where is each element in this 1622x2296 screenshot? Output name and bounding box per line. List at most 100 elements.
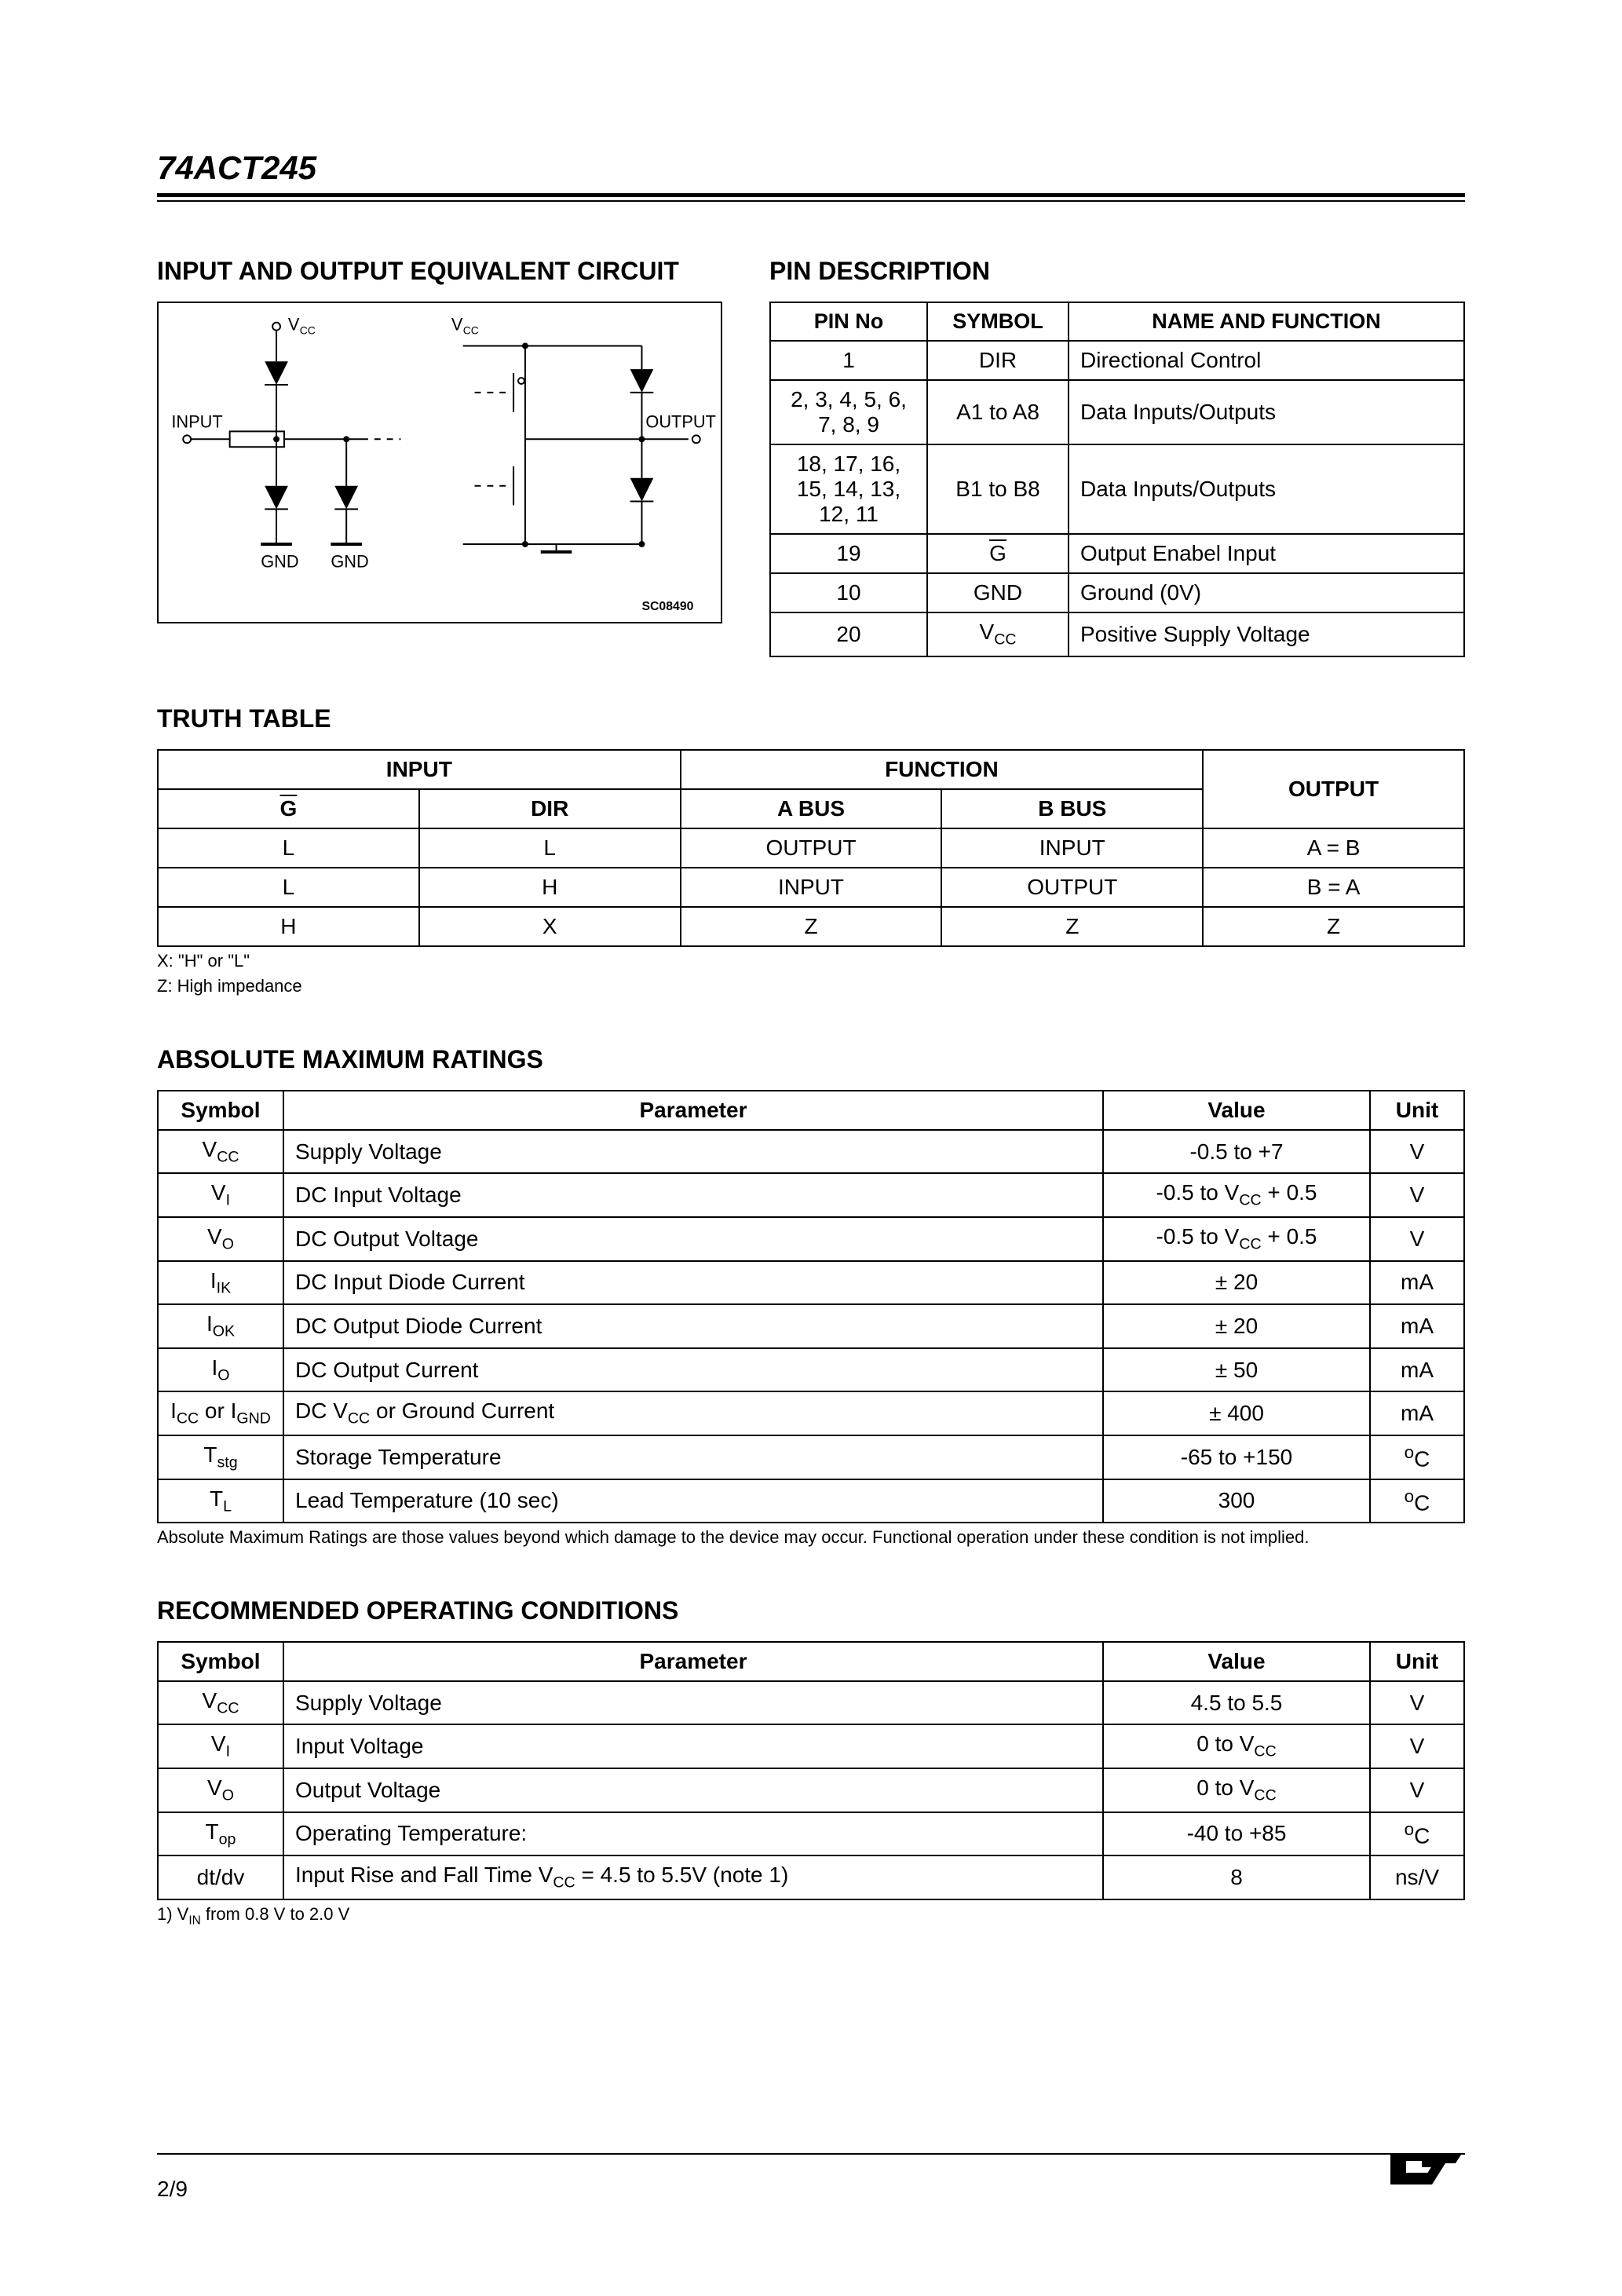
amr-value-cell: -0.5 to +7 [1103, 1130, 1370, 1174]
table-row: dt/dvInput Rise and Fall Time VCC = 4.5 … [158, 1855, 1464, 1899]
func-cell: Ground (0V) [1069, 573, 1464, 612]
table-row: VOOutput Voltage0 to VCCV [158, 1768, 1464, 1812]
roc-symbol-cell: VO [158, 1768, 283, 1812]
amr-param-cell: DC Output Current [283, 1348, 1103, 1392]
amr-value-cell: -0.5 to VCC + 0.5 [1103, 1217, 1370, 1261]
symbol-cell: GND [927, 573, 1069, 612]
table-row: VIDC Input Voltage-0.5 to VCC + 0.5V [158, 1173, 1464, 1217]
pin-column: PIN DESCRIPTION PIN No SYMBOL NAME AND F… [769, 257, 1465, 657]
circuit-gnd1-label: GND [261, 552, 298, 572]
pin-cell: 10 [770, 573, 927, 612]
symbol-cell: DIR [927, 341, 1069, 380]
amr-symbol-cell: IIK [158, 1261, 283, 1305]
amr-unit-cell: mA [1370, 1348, 1464, 1392]
roc-value-cell: 0 to VCC [1103, 1724, 1370, 1768]
truth-header-input: INPUT [158, 750, 681, 789]
roc-value-cell: 0 to VCC [1103, 1768, 1370, 1812]
roc-param-cell: Output Voltage [283, 1768, 1103, 1812]
truth-subheader-bbus: B BUS [941, 789, 1203, 828]
page: 74ACT245 INPUT AND OUTPUT EQUIVALENT CIR… [0, 0, 1622, 2296]
truth-cell: Z [681, 907, 942, 946]
roc-param-cell: Operating Temperature: [283, 1812, 1103, 1856]
truth-header-output: OUTPUT [1203, 750, 1464, 828]
circuit-code: SC08490 [641, 600, 693, 613]
amr-symbol-cell: TL [158, 1479, 283, 1523]
page-number: 2/9 [157, 2177, 188, 2202]
pin-cell: 18, 17, 16, 15, 14, 13, 12, 11 [770, 444, 927, 534]
amr-value-cell: 300 [1103, 1479, 1370, 1523]
table-row: 1DIRDirectional Control [770, 341, 1464, 380]
header-rules [157, 193, 1465, 202]
table-row: IODC Output Current± 50mA [158, 1348, 1464, 1392]
amr-value-cell: ± 20 [1103, 1261, 1370, 1305]
amr-header-value: Value [1103, 1091, 1370, 1130]
pin-description-table: PIN No SYMBOL NAME AND FUNCTION 1DIRDire… [769, 302, 1465, 657]
pin-title: PIN DESCRIPTION [769, 257, 1465, 286]
table-row: 10GNDGround (0V) [770, 573, 1464, 612]
table-row: ICC or IGNDDC VCC or Ground Current± 400… [158, 1391, 1464, 1435]
svg-text:CC: CC [463, 324, 479, 337]
table-row: TLLead Temperature (10 sec)300oC [158, 1479, 1464, 1523]
amr-param-cell: DC Output Diode Current [283, 1304, 1103, 1348]
roc-value-cell: 4.5 to 5.5 [1103, 1681, 1370, 1725]
amr-param-cell: Storage Temperature [283, 1435, 1103, 1479]
symbol-cell: VCC [927, 612, 1069, 656]
amr-note: Absolute Maximum Ratings are those value… [157, 1526, 1465, 1549]
table-row: TstgStorage Temperature-65 to +150oC [158, 1435, 1464, 1479]
amr-table: Symbol Parameter Value Unit VCCSupply Vo… [157, 1090, 1465, 1523]
roc-unit-cell: V [1370, 1768, 1464, 1812]
amr-header-param: Parameter [283, 1091, 1103, 1130]
roc-symbol-cell: Top [158, 1812, 283, 1856]
truth-cell: INPUT [941, 828, 1203, 868]
amr-value-cell: -65 to +150 [1103, 1435, 1370, 1479]
amr-symbol-cell: VI [158, 1173, 283, 1217]
footer: 2/9 [157, 2145, 1465, 2202]
amr-unit-cell: oC [1370, 1479, 1464, 1523]
roc-unit-cell: ns/V [1370, 1855, 1464, 1899]
truth-cell: INPUT [681, 868, 942, 907]
table-row: IOKDC Output Diode Current± 20mA [158, 1304, 1464, 1348]
table-row: VCCSupply Voltage-0.5 to +7V [158, 1130, 1464, 1174]
roc-symbol-cell: VI [158, 1724, 283, 1768]
truth-cell: H [419, 868, 681, 907]
roc-note: 1) VIN from 0.8 V to 2.0 V [157, 1903, 1465, 1929]
truth-cell: OUTPUT [681, 828, 942, 868]
circuit-output-label: OUTPUT [645, 411, 715, 431]
truth-cell: OUTPUT [941, 868, 1203, 907]
truth-cell: A = B [1203, 828, 1464, 868]
func-cell: Data Inputs/Outputs [1069, 444, 1464, 534]
amr-section: ABSOLUTE MAXIMUM RATINGS Symbol Paramete… [157, 1045, 1465, 1549]
truth-subheader-dir: DIR [419, 789, 681, 828]
roc-unit-cell: V [1370, 1724, 1464, 1768]
table-row: 18, 17, 16, 15, 14, 13, 12, 11B1 to B8Da… [770, 444, 1464, 534]
roc-value-cell: 8 [1103, 1855, 1370, 1899]
table-row: VCCSupply Voltage4.5 to 5.5V [158, 1681, 1464, 1725]
roc-header-param: Parameter [283, 1642, 1103, 1681]
circuit-input-label: INPUT [171, 411, 222, 431]
amr-value-cell: ± 400 [1103, 1391, 1370, 1435]
amr-unit-cell: V [1370, 1217, 1464, 1261]
amr-symbol-cell: VO [158, 1217, 283, 1261]
pin-header-symbol: SYMBOL [927, 302, 1069, 341]
roc-header-value: Value [1103, 1642, 1370, 1681]
func-cell: Positive Supply Voltage [1069, 612, 1464, 656]
truth-cell: L [419, 828, 681, 868]
circuit-title: INPUT AND OUTPUT EQUIVALENT CIRCUIT [157, 257, 722, 286]
table-row: LLOUTPUTINPUTA = B [158, 828, 1464, 868]
table-row: LHINPUTOUTPUTB = A [158, 868, 1464, 907]
roc-value-cell: -40 to +85 [1103, 1812, 1370, 1856]
truth-cell: Z [941, 907, 1203, 946]
amr-unit-cell: V [1370, 1130, 1464, 1174]
truth-cell: B = A [1203, 868, 1464, 907]
truth-section: TRUTH TABLE INPUT FUNCTION OUTPUT G DIR … [157, 704, 1465, 998]
roc-symbol-cell: VCC [158, 1681, 283, 1725]
table-row: 20VCCPositive Supply Voltage [770, 612, 1464, 656]
truth-title: TRUTH TABLE [157, 704, 1465, 733]
func-cell: Directional Control [1069, 341, 1464, 380]
truth-subheader-abus: A BUS [681, 789, 942, 828]
amr-param-cell: DC Input Diode Current [283, 1261, 1103, 1305]
amr-param-cell: DC Output Voltage [283, 1217, 1103, 1261]
amr-symbol-cell: ICC or IGND [158, 1391, 283, 1435]
roc-param-cell: Supply Voltage [283, 1681, 1103, 1725]
pin-cell: 2, 3, 4, 5, 6, 7, 8, 9 [770, 380, 927, 444]
